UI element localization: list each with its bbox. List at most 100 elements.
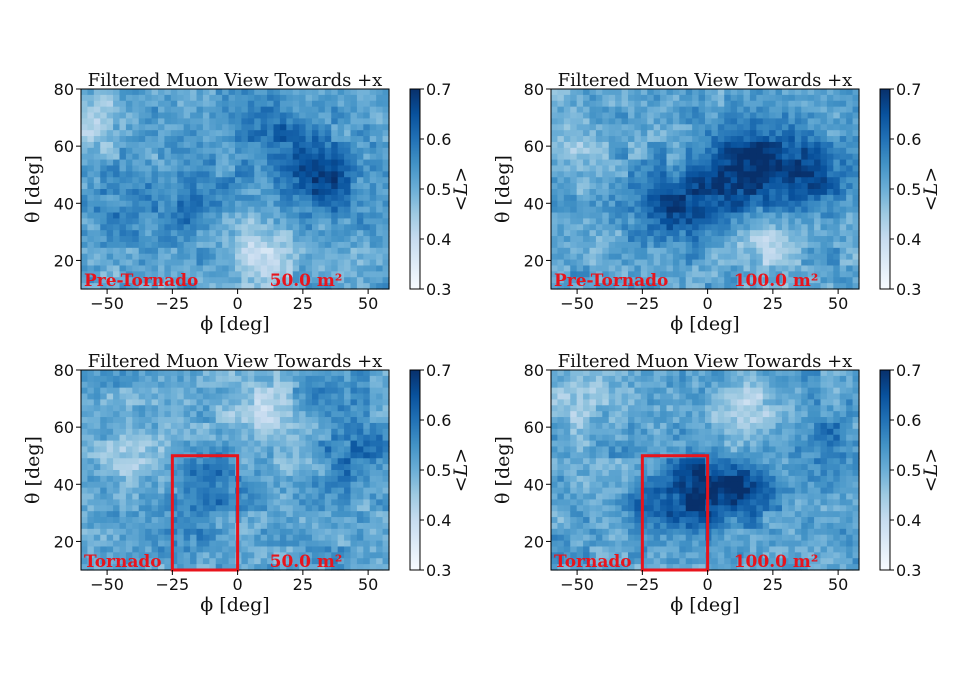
heatmap-cell [100,259,108,267]
heatmap-cell [170,124,178,131]
heatmap-cell [125,434,133,442]
heatmap-cell [299,493,307,501]
heatmap-cell [666,106,674,114]
heatmap-cell [324,546,332,553]
heatmap-cell [279,475,287,483]
heatmap-cell [576,277,584,284]
heatmap-cell [769,206,777,214]
heatmap-cell [337,440,345,448]
heatmap-cell [363,475,371,483]
heatmap-cell [743,89,751,96]
heatmap-cell [382,230,390,237]
heatmap-cell [145,147,153,155]
heatmap-cell [653,177,661,184]
heatmap-cell [589,124,597,131]
heatmap-cell [183,434,191,442]
heatmap-cell [331,224,339,231]
heatmap-cell [363,534,371,542]
heatmap-cell [93,517,101,524]
heatmap-cell [113,417,121,424]
heatmap-cell [305,558,313,565]
heatmap-cell [190,106,198,114]
heatmap-cell [344,247,352,255]
heatmap-cell [132,124,140,131]
heatmap-cell [324,106,332,114]
heatmap-cell [299,405,307,412]
heatmap-cell [87,534,95,542]
heatmap-cell [324,147,332,155]
heatmap-cell [376,552,384,559]
heatmap-cell [782,224,790,231]
heatmap-cell [254,112,262,120]
heatmap-cell [241,487,249,495]
heatmap-cell [344,130,352,137]
heatmap-cell [87,381,95,389]
heatmap-cell [331,183,339,190]
heatmap-cell [81,499,89,506]
heatmap-cell [151,94,159,102]
heatmap-cell [151,159,159,167]
heatmap-cell [273,271,281,278]
heatmap-cell [106,405,114,412]
heatmap-cell [344,136,352,143]
heatmap-cell [87,100,95,108]
heatmap-cell [305,564,313,571]
heatmap-cell [685,265,693,272]
heatmap-cell [679,189,687,196]
heatmap-cell [350,189,358,196]
heatmap-cell [737,206,745,214]
heatmap-cell [106,411,114,418]
heatmap-cell [267,206,275,214]
heatmap-cell [209,112,217,120]
heatmap-cell [158,124,166,131]
heatmap-cell [615,277,623,284]
heatmap-cell [299,283,307,290]
heatmap-cell [254,422,262,430]
heatmap-cell [363,283,371,290]
heatmap-cell [640,247,648,255]
heatmap-cell [81,440,89,448]
heatmap-cell [305,505,313,512]
heatmap-cell [196,230,204,237]
heatmap-cell [839,212,847,220]
heatmap-cell [286,411,294,418]
heatmap-cell [138,440,146,448]
heatmap-cell [241,253,249,261]
heatmap-cell [196,112,204,120]
heatmap-cell [344,159,352,167]
heatmap-cell [183,265,191,272]
heatmap-cell [762,265,770,272]
heatmap-cell [344,265,352,272]
heatmap-cell [177,124,185,131]
heatmap-cell [305,165,313,172]
heatmap-cell [145,552,153,559]
heatmap-cell [222,552,230,559]
heatmap-cell [190,534,198,542]
heatmap-cell [190,241,198,249]
heatmap-cell [318,458,326,465]
heatmap-cell [241,224,249,231]
heatmap-cell [164,375,172,383]
heatmap-cell [788,153,796,161]
heatmap-cell [305,446,313,453]
heatmap-cell [660,259,668,267]
heatmap-cell [125,505,133,512]
heatmap-cell [177,505,185,512]
heatmap-cell [711,259,719,267]
heatmap-cell [170,534,178,542]
heatmap-cell [583,236,591,243]
heatmap-cell [170,487,178,495]
heatmap-cell [132,100,140,108]
heatmap-cell [769,159,777,167]
heatmap-cell [711,236,719,243]
heatmap-cell [235,241,243,249]
heatmap-cell [679,130,687,137]
heatmap-cell [138,517,146,524]
heatmap-cell [557,230,565,237]
heatmap-cell [653,100,661,108]
heatmap-cell [164,540,172,548]
heatmap-cell [254,481,262,489]
heatmap-cell [820,106,828,114]
heatmap-cell [743,159,751,167]
heatmap-cell [260,534,268,542]
